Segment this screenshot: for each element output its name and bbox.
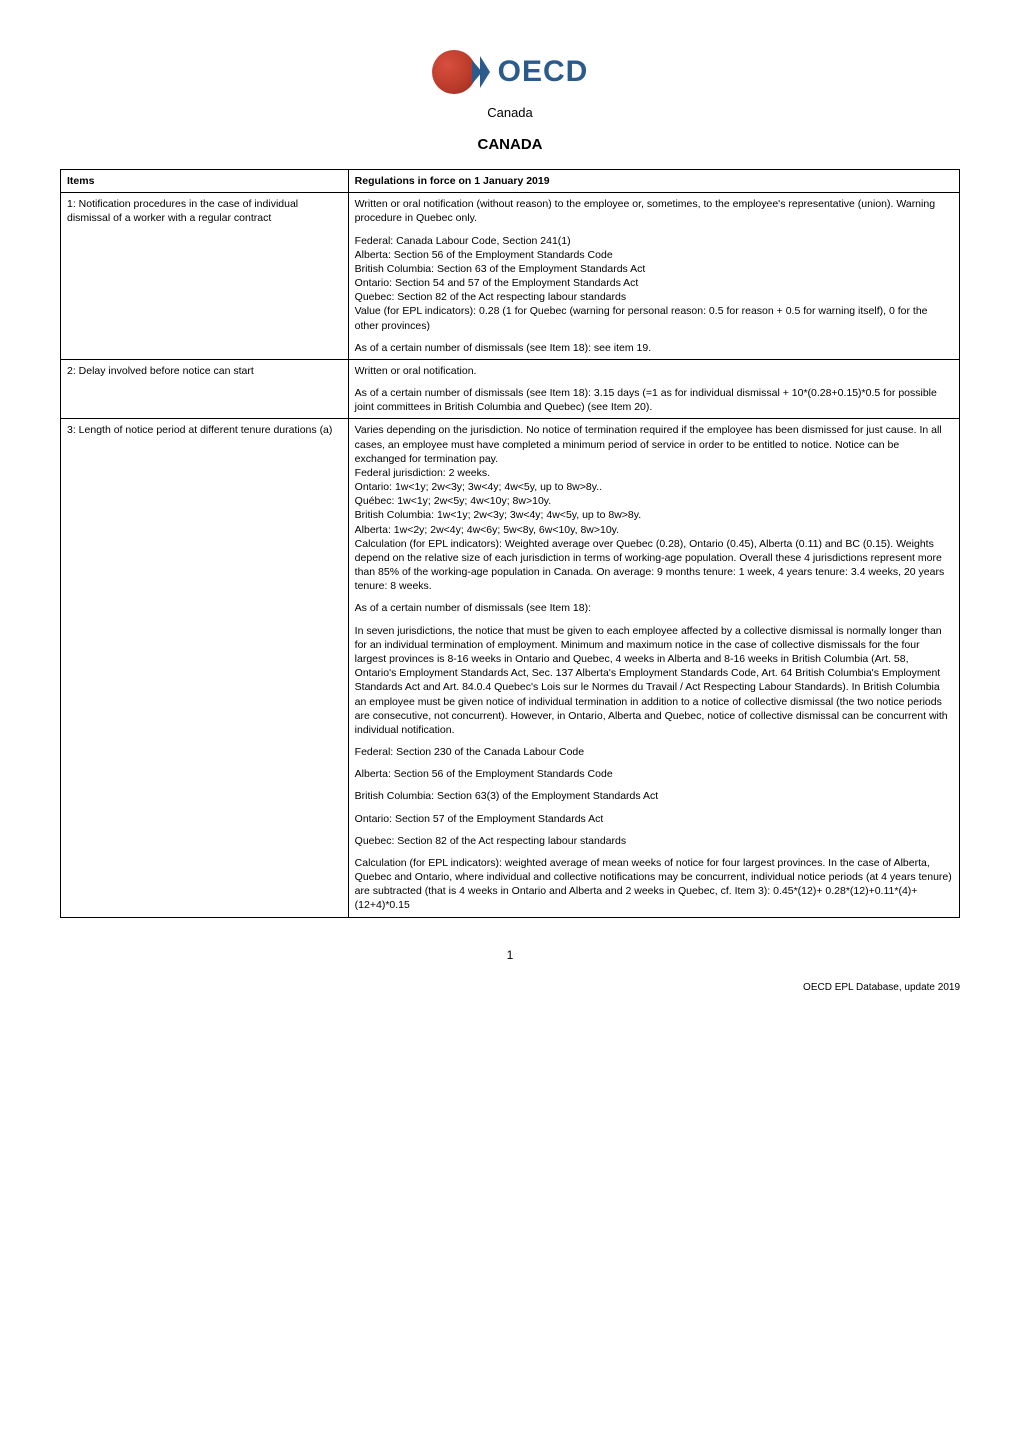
item-label: 3: Length of notice period at different …	[67, 424, 332, 436]
reg-para: Alberta: Section 56 of the Employment St…	[355, 767, 953, 781]
reg-para: Written or oral notification.	[355, 364, 953, 378]
header-regulations: Regulations in force on 1 January 2019	[348, 170, 959, 193]
reg-para: Ontario: Section 57 of the Employment St…	[355, 812, 953, 826]
reg-para: Quebec: Section 82 of the Act respecting…	[355, 834, 953, 848]
cell-item: 2: Delay involved before notice can star…	[61, 359, 349, 419]
reg-para: Calculation (for EPL indicators): weight…	[355, 856, 953, 913]
regulations-table: Items Regulations in force on 1 January …	[60, 169, 960, 918]
item-label: 1: Notification procedures in the case o…	[67, 198, 298, 224]
reg-para: As of a certain number of dismissals (se…	[355, 601, 953, 615]
reg-para: In seven jurisdictions, the notice that …	[355, 624, 953, 737]
table-row: 2: Delay involved before notice can star…	[61, 359, 960, 419]
oecd-globe-icon	[432, 50, 476, 94]
cell-regulation: Written or oral notification. As of a ce…	[348, 359, 959, 419]
logo-text: OECD	[498, 55, 589, 89]
cell-item: 3: Length of notice period at different …	[61, 419, 349, 917]
reg-para: British Columbia: Section 63(3) of the E…	[355, 789, 953, 803]
reg-para: As of a certain number of dismissals (se…	[355, 386, 953, 414]
table-header-row: Items Regulations in force on 1 January …	[61, 170, 960, 193]
table-row: 1: Notification procedures in the case o…	[61, 193, 960, 360]
reg-para: Federal: Canada Labour Code, Section 241…	[355, 234, 953, 333]
reg-para: Federal: Section 230 of the Canada Labou…	[355, 745, 953, 759]
table-body: 1: Notification procedures in the case o…	[61, 193, 960, 917]
logo-container: OECD	[60, 50, 960, 97]
cell-item: 1: Notification procedures in the case o…	[61, 193, 349, 360]
item-label: 2: Delay involved before notice can star…	[67, 365, 254, 377]
oecd-logo: OECD	[432, 50, 589, 94]
page-title: CANADA	[60, 136, 960, 153]
table-row: 3: Length of notice period at different …	[61, 419, 960, 917]
reg-para: Written or oral notification (without re…	[355, 197, 953, 225]
cell-regulation: Varies depending on the jurisdiction. No…	[348, 419, 959, 917]
footer-right-text: OECD EPL Database, update 2019	[60, 982, 960, 993]
cell-regulation: Written or oral notification (without re…	[348, 193, 959, 360]
page-footer: 1 OECD EPL Database, update 2019	[60, 948, 960, 993]
header-items: Items	[61, 170, 349, 193]
page-number: 1	[60, 948, 960, 962]
logo-subtitle: Canada	[60, 105, 960, 120]
reg-para: As of a certain number of dismissals (se…	[355, 341, 953, 355]
reg-para: Varies depending on the jurisdiction. No…	[355, 423, 953, 593]
